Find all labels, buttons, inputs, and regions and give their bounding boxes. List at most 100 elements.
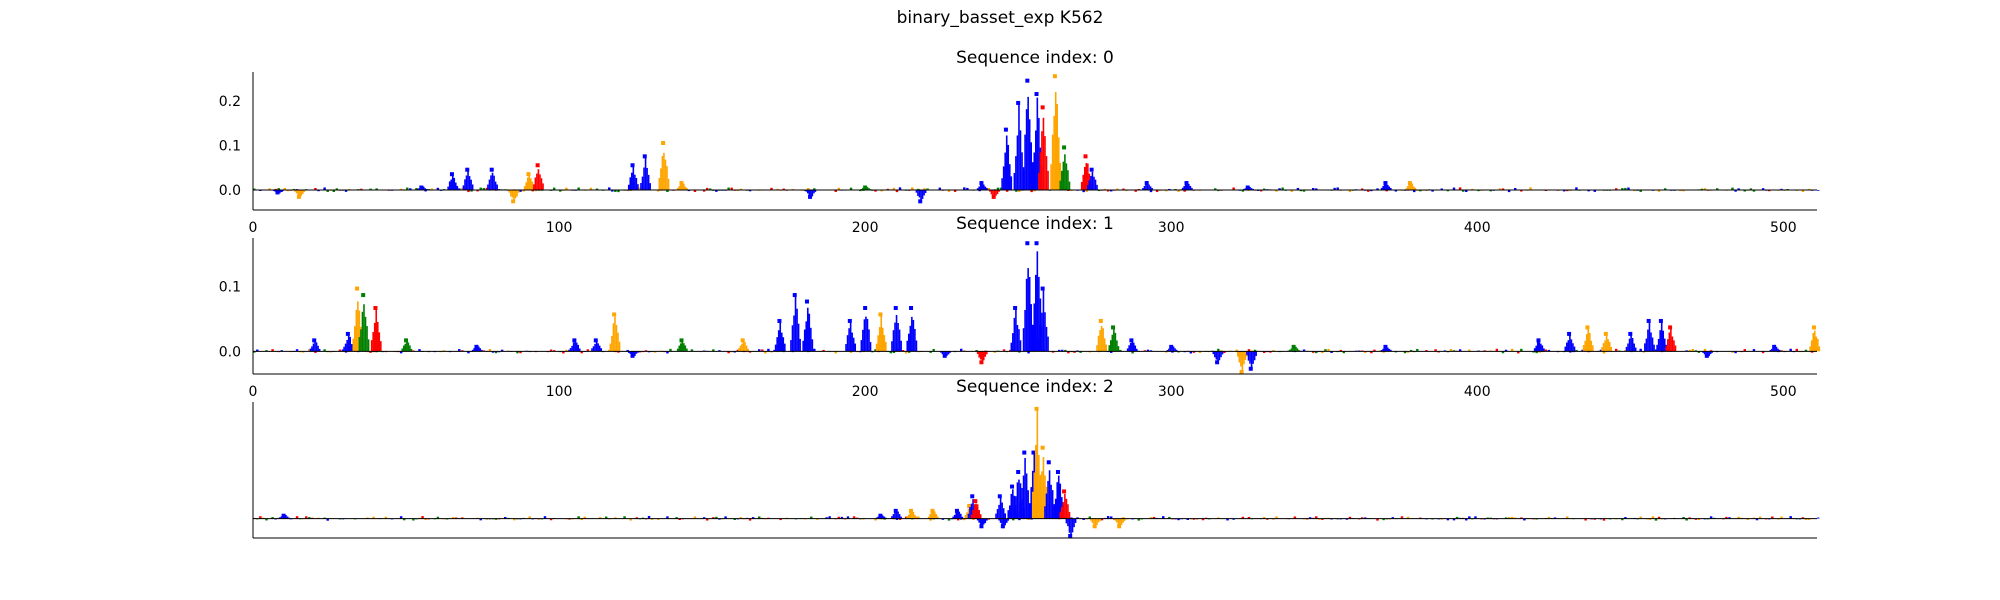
- logo-noise-mark: [1088, 516, 1092, 519]
- logo-noise-mark: [972, 518, 975, 520]
- logo-noise-mark: [1232, 187, 1235, 190]
- logo-peak-stroke: [456, 185, 459, 190]
- logo-noise-mark: [369, 351, 372, 353]
- logo-peak-stroke: [1573, 346, 1576, 352]
- logo-peak-stroke: [851, 332, 853, 352]
- logo-peak-stroke: [1237, 351, 1239, 357]
- logo-noise-mark: [1370, 351, 1373, 354]
- logo-noise-mark: [1624, 517, 1627, 519]
- logo-noise-mark: [1602, 351, 1606, 354]
- logo-peak-stroke: [349, 336, 352, 352]
- logo-peak-stroke: [1186, 182, 1189, 190]
- logo-peak-stroke: [891, 341, 893, 352]
- logo-peak-stroke: [1016, 324, 1019, 352]
- logo-peak-stroke: [666, 166, 668, 190]
- logo-noise-mark: [837, 516, 841, 519]
- logo-noise-mark: [764, 351, 767, 354]
- logo-noise-mark: [932, 348, 935, 352]
- logo-peak-stroke: [1212, 351, 1215, 355]
- logo-noise-mark: [1113, 518, 1116, 520]
- logo-peak-stroke: [404, 343, 407, 352]
- logo-noise-mark: [929, 351, 932, 353]
- logo-peak-stroke: [1181, 187, 1184, 190]
- logo-peak-head: [1034, 92, 1039, 97]
- logo-peak-stroke: [774, 344, 777, 352]
- logo-peak-stroke: [790, 340, 792, 352]
- logo-peak-stroke: [810, 189, 812, 198]
- logo-peak-head: [1772, 344, 1777, 349]
- logo-noise-mark: [1587, 189, 1590, 192]
- logo-peak-stroke: [627, 351, 630, 353]
- logo-peak-stroke: [805, 189, 808, 192]
- logo-noise-mark: [999, 187, 1003, 190]
- logo-peak-stroke: [1087, 184, 1089, 190]
- logo-noise-mark: [1275, 516, 1278, 519]
- logo-peak-stroke: [796, 308, 798, 352]
- logo-noise-mark: [1192, 351, 1196, 353]
- logo-noise-mark: [559, 189, 562, 192]
- logo-peak-stroke: [1033, 472, 1036, 519]
- logo-noise-mark: [1697, 351, 1701, 353]
- logo-noise-mark: [1807, 188, 1811, 190]
- logo-peak-stroke: [1002, 166, 1005, 190]
- logo-noise-mark: [500, 349, 504, 352]
- logo-noise-mark: [1131, 351, 1134, 354]
- logo-noise-mark: [1109, 351, 1113, 353]
- logo-noise-mark: [1755, 518, 1759, 521]
- logo-peak-stroke: [1117, 518, 1120, 525]
- logo-noise-mark: [552, 187, 556, 190]
- logo-peak-head: [355, 286, 360, 291]
- logo-noise-mark: [1685, 350, 1688, 352]
- logo-noise-mark: [702, 189, 706, 192]
- logo-noise-mark: [494, 518, 498, 520]
- logo-peak-stroke: [956, 510, 959, 519]
- logo-peak-stroke: [1380, 187, 1383, 190]
- logo-peak-stroke: [803, 329, 806, 352]
- logo-noise-mark: [993, 351, 997, 353]
- logo-peak-stroke: [1143, 185, 1146, 190]
- logo-noise-mark: [1275, 189, 1278, 192]
- logo-peak-stroke: [1035, 130, 1037, 190]
- logo-peak-head: [1129, 338, 1134, 343]
- logo-peak-stroke: [1070, 518, 1072, 535]
- logo-noise-mark: [892, 351, 896, 353]
- logo-noise-mark: [730, 187, 733, 190]
- logo-noise-mark: [1639, 348, 1642, 352]
- logo-peak-stroke: [301, 189, 304, 195]
- logo-noise-mark: [1434, 349, 1437, 352]
- logo-peak-stroke: [1129, 343, 1132, 352]
- logo-peak-stroke: [911, 511, 913, 519]
- logo-noise-mark: [929, 518, 932, 521]
- logo-noise-mark: [1100, 518, 1104, 521]
- logo-peak-stroke: [361, 311, 364, 352]
- logo-peak-head: [1062, 145, 1067, 150]
- logo-peak-stroke: [635, 351, 638, 354]
- logo-noise-mark: [1220, 350, 1223, 352]
- logo-peak-head: [1239, 370, 1244, 374]
- logo-peak-stroke: [635, 177, 638, 190]
- logo-peak-stroke: [1109, 340, 1112, 352]
- logo-noise-mark: [1308, 517, 1312, 519]
- logo-peak-head: [991, 194, 996, 199]
- logo-peak-stroke: [1004, 513, 1006, 519]
- logo-peak-stroke: [1292, 347, 1294, 352]
- logo-noise-mark: [739, 517, 743, 519]
- logo-noise-mark: [421, 516, 424, 519]
- logo-noise-mark: [552, 350, 556, 352]
- logo-noise-mark: [1125, 189, 1128, 192]
- logo-noise-mark: [1731, 187, 1734, 190]
- logo-noise-mark: [1532, 351, 1535, 353]
- logo-peak-stroke: [883, 335, 886, 352]
- logo-noise-mark: [335, 188, 339, 190]
- logo-noise-mark: [1768, 189, 1771, 192]
- logo-peak-stroke: [468, 176, 471, 190]
- x-tick-label: 100: [546, 220, 573, 236]
- logo-noise-mark: [1327, 348, 1330, 352]
- logo-noise-mark: [253, 188, 256, 190]
- logo-peak-stroke: [1039, 152, 1042, 190]
- logo-peak-stroke: [739, 345, 742, 352]
- logo-noise-mark: [666, 516, 669, 519]
- logo-noise-mark: [657, 189, 660, 192]
- logo-peak-stroke: [525, 182, 527, 190]
- logo-peak-stroke: [1142, 188, 1144, 190]
